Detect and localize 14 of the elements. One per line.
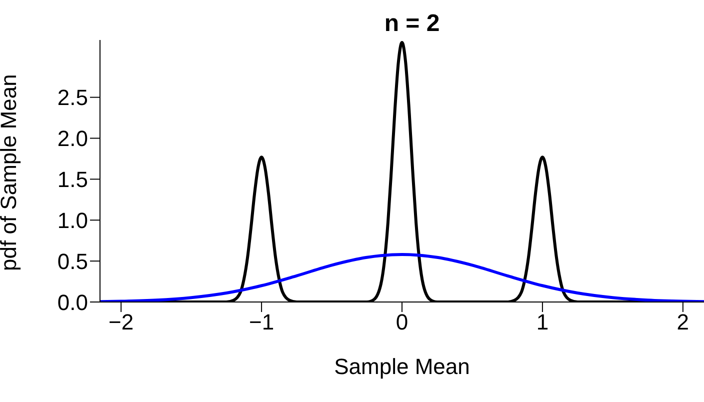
chart-title: n = 2 (383, 10, 441, 38)
x-tick-label: −1 (248, 310, 274, 335)
x-tick-label: 0 (396, 310, 408, 335)
y-tick-label: 1.0 (57, 208, 88, 233)
y-axis-title: pdf of Sample Mean (0, 74, 21, 271)
x-axis-title: Sample Mean (334, 354, 470, 379)
y-tick-label: 1.5 (57, 166, 88, 192)
x-tick-label: 1 (536, 310, 549, 335)
y-tick-label: 2.0 (57, 126, 88, 152)
x-tick-label: −2 (108, 310, 134, 335)
y-tick-label: 0.5 (57, 248, 88, 274)
y-tick-label: 0.0 (57, 290, 88, 315)
y-tick-label: 2.5 (57, 85, 88, 110)
x-tick-label: 2 (676, 310, 690, 335)
